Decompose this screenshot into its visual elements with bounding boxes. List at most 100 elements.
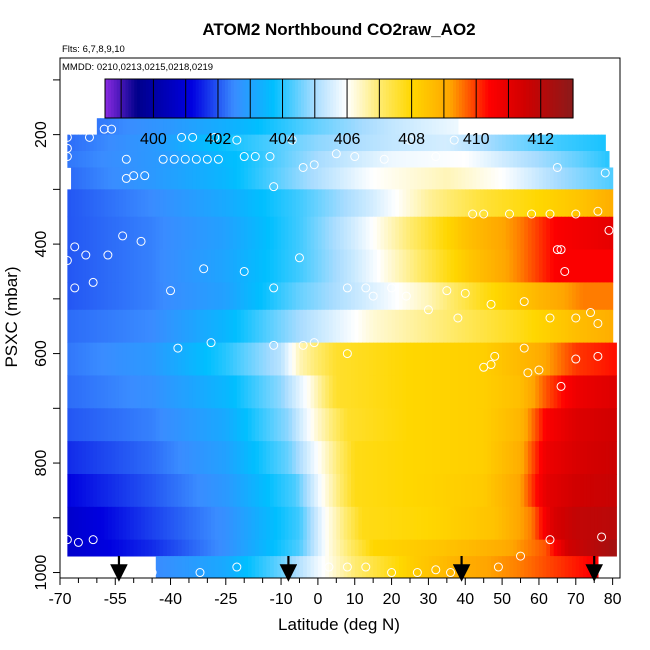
heatmap-cell [118,441,124,475]
heatmap-cell [255,408,260,442]
heatmap-cell [258,556,264,578]
heatmap-cell [130,118,135,136]
heatmap-cell [553,167,558,190]
heatmap-cell [395,342,400,376]
heatmap-cell [373,309,378,344]
heatmap-cell [384,282,389,311]
heatmap-cell [384,118,389,136]
heatmap-cell [148,189,153,218]
heatmap-cell [516,408,522,442]
heatmap-cell [284,539,290,557]
heatmap-cell [380,118,385,136]
heatmap-cell [317,441,323,475]
colorbar-swatch [464,79,469,118]
heatmap-cell [82,134,87,152]
heatmap-cell [328,506,334,541]
heatmap-cell [494,151,500,168]
heatmap-cell [351,408,356,442]
heatmap-cell [82,474,87,508]
sample-point [269,283,279,293]
heatmap-cell [185,216,190,250]
heatmap-cell [546,342,551,376]
heatmap-cell [524,375,529,409]
heatmap-cell [104,216,109,250]
heatmap-cell [597,506,603,541]
heatmap-cell [155,375,161,409]
heatmap-cell [89,441,94,475]
heatmap-cell [572,556,577,578]
heatmap-cell [71,134,76,152]
heatmap-cell [476,189,481,218]
heatmap-cell [358,539,363,557]
heatmap-cell [561,342,566,376]
colorbar-swatch [116,79,121,118]
heatmap-cell [538,408,544,442]
heatmap-cell [104,474,109,508]
heatmap-cell [527,375,533,409]
heatmap-cell [211,249,216,283]
sample-point [88,535,98,545]
heatmap-cell [365,474,371,508]
heatmap-cell [211,167,216,190]
heatmap-cell [82,282,87,311]
heatmap-cell [380,375,385,409]
colorbar-swatch [456,79,460,118]
heatmap-cell [476,556,481,578]
heatmap-cell [170,556,175,578]
heatmap-cell [538,151,544,168]
heatmap-cell [446,408,452,442]
colorbar-swatch [543,79,548,118]
colorbar-swatch [388,79,393,118]
heatmap-cell [225,506,231,541]
x-axis-label: Latitude (deg N) [278,615,400,634]
heatmap-cell [104,282,109,311]
heatmap-cell [557,375,562,409]
sample-point [177,132,187,142]
heatmap-cell [170,309,175,344]
heatmap-cell [579,539,584,557]
heatmap-cell [262,216,267,250]
heatmap-cell [306,118,312,136]
heatmap-cell [373,282,378,311]
heatmap-cell [369,539,374,557]
heatmap-cell [457,441,463,475]
heatmap-cell [284,216,290,250]
heatmap-cell [130,189,135,218]
x-tick-label: 40 [456,591,474,608]
sample-point [545,313,555,323]
heatmap-cell [572,441,577,475]
heatmap-cell [410,249,415,283]
heatmap-cell [362,342,367,376]
colorbar-swatch [420,79,425,118]
heatmap-cell [196,249,201,283]
heatmap-cell [586,375,592,409]
heatmap-cell [468,189,474,218]
heatmap-cell [240,167,245,190]
heatmap-cell [332,556,337,578]
heatmap-cell [457,151,463,168]
heatmap-cell [89,249,94,283]
heatmap-cell [306,375,312,409]
heatmap-cell [605,539,610,557]
heatmap-cell [141,189,146,218]
heatmap-cell [325,474,330,508]
heatmap-cell [200,216,205,250]
heatmap-cell [251,189,256,218]
heatmap-cell [468,309,474,344]
colorbar-swatch [502,79,507,118]
heatmap-cell [155,441,161,475]
heatmap-cell [601,408,606,442]
heatmap-cell [270,309,275,344]
heatmap-cell [406,151,411,168]
heatmap-cell [428,342,433,376]
heatmap-cell [369,118,374,136]
heatmap-cell [421,309,426,344]
heatmap-cell [196,309,201,344]
heatmap-cell [229,342,234,376]
heatmap-cell [601,474,606,508]
heatmap-cell [133,134,138,152]
heatmap-cell [177,506,183,541]
heatmap-cell [380,342,385,376]
heatmap-cell [373,151,378,168]
